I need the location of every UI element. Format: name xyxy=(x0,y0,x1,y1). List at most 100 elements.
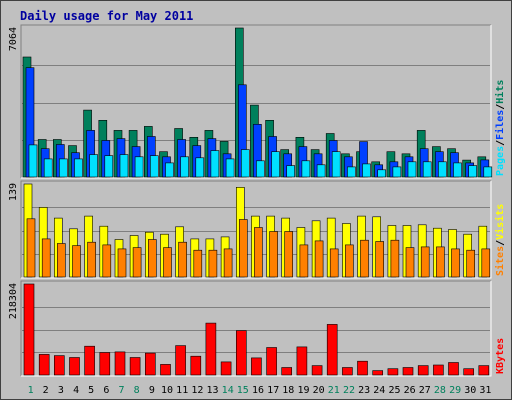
legend-part: / xyxy=(495,240,506,246)
legend-part: KBytes xyxy=(495,338,506,374)
sites-bar-8 xyxy=(132,247,142,278)
x-tick-label-18: 18 xyxy=(282,385,294,396)
sites-bar-4 xyxy=(72,245,81,278)
sites-bar-17 xyxy=(269,231,278,278)
legend-part: Pages xyxy=(495,146,506,176)
kbytes-bar-30 xyxy=(463,368,475,376)
x-tick-label-20: 20 xyxy=(313,385,325,396)
kbytes-bar-11 xyxy=(175,345,186,376)
sites-bar-16 xyxy=(254,227,263,278)
sites-bar-27 xyxy=(420,246,430,278)
x-tick-label-25: 25 xyxy=(388,385,400,396)
kbytes-bar-31 xyxy=(478,365,490,376)
kbytes-bar-18 xyxy=(281,367,293,376)
kbytes-bar-29 xyxy=(448,362,459,376)
x-tick-label-6: 6 xyxy=(103,385,109,396)
pages-bar-17 xyxy=(271,151,280,178)
panel-middle-max-label: 139 xyxy=(8,183,19,201)
sites-bar-6 xyxy=(102,244,112,278)
sites-bar-25 xyxy=(390,239,400,278)
pages-bar-14 xyxy=(225,158,235,178)
kbytes-bar-12 xyxy=(190,355,202,376)
legend-part: Files xyxy=(494,110,506,140)
kbytes-bar-4 xyxy=(69,357,80,376)
kbytes-bar-24 xyxy=(372,370,384,376)
pages-bar-12 xyxy=(195,157,205,178)
kbytes-bar-27 xyxy=(417,365,429,376)
sites-bar-15 xyxy=(239,219,248,278)
kbytes-bar-7 xyxy=(114,351,126,376)
legend-part: Visits xyxy=(494,204,506,240)
x-tick-label-10: 10 xyxy=(161,385,173,396)
x-tick-label-29: 29 xyxy=(449,385,461,396)
x-tick-label-12: 12 xyxy=(191,385,203,396)
x-tick-label-26: 26 xyxy=(404,385,416,396)
x-tick-label-13: 13 xyxy=(206,385,218,396)
x-tick-label-17: 17 xyxy=(267,385,279,396)
sites-bar-29 xyxy=(451,248,460,278)
x-tick-label-9: 9 xyxy=(149,385,155,396)
x-tick-label-16: 16 xyxy=(252,385,264,396)
x-tick-label-1: 1 xyxy=(28,385,34,396)
kbytes-bar-8 xyxy=(129,357,141,376)
sites-bar-11 xyxy=(178,241,187,278)
kbytes-bar-6 xyxy=(99,352,111,376)
legend-part: Sites xyxy=(494,246,506,276)
pages-bar-23 xyxy=(362,163,371,178)
pages-bar-20 xyxy=(316,164,326,178)
x-tick-label-14: 14 xyxy=(222,385,234,396)
sites-bar-23 xyxy=(360,239,369,278)
kbytes-bar-3 xyxy=(53,355,65,376)
x-tick-label-23: 23 xyxy=(358,385,370,396)
panel-top-border-dark xyxy=(20,24,491,178)
pages-bar-7 xyxy=(119,154,129,178)
kbytes-bar-20 xyxy=(311,365,323,376)
kbytes-bar-15 xyxy=(236,330,247,376)
panel-top-legend: Pages/Files/Hits xyxy=(494,80,506,176)
chart-title: Daily usage for May 2011 xyxy=(20,9,194,23)
kbytes-bar-16 xyxy=(251,357,262,376)
pages-bar-1 xyxy=(28,144,38,178)
panel-middle-border-dark xyxy=(20,180,491,278)
x-tick-label-28: 28 xyxy=(434,385,446,396)
pages-bar-26 xyxy=(407,161,417,178)
sites-bar-9 xyxy=(148,239,157,278)
kbytes-bar-5 xyxy=(84,345,95,376)
x-tick-label-31: 31 xyxy=(479,385,491,396)
x-tick-label-8: 8 xyxy=(134,385,140,396)
x-tick-label-7: 7 xyxy=(118,385,124,396)
pages-bar-13 xyxy=(210,150,220,178)
x-tick-label-22: 22 xyxy=(343,385,355,396)
x-tick-label-15: 15 xyxy=(237,385,249,396)
pages-bar-2 xyxy=(43,158,53,178)
sites-bar-26 xyxy=(405,247,415,278)
pages-bar-28 xyxy=(438,161,447,178)
sites-bar-2 xyxy=(41,238,51,278)
panel-top-max-label: 7064 xyxy=(8,27,19,51)
pages-bar-9 xyxy=(150,155,159,178)
pages-bar-27 xyxy=(422,161,432,178)
kbytes-bar-22 xyxy=(342,367,353,376)
kbytes-bar-14 xyxy=(220,361,232,376)
x-tick-label-4: 4 xyxy=(73,385,79,396)
sites-bar-13 xyxy=(208,249,218,278)
pages-bar-6 xyxy=(104,155,114,178)
x-tick-label-19: 19 xyxy=(297,385,309,396)
sites-bar-20 xyxy=(314,240,324,278)
sites-bar-28 xyxy=(436,246,445,278)
panel-bottom-legend: KBytes xyxy=(495,338,506,374)
x-tick-label-5: 5 xyxy=(88,385,94,396)
kbytes-bar-28 xyxy=(433,364,444,376)
sites-bar-14 xyxy=(223,248,233,278)
pages-bar-25 xyxy=(392,166,402,178)
panel-bottom-max-label: 218304 xyxy=(8,283,19,319)
kbytes-bar-26 xyxy=(402,367,414,376)
pages-bar-24 xyxy=(377,169,387,178)
x-tick-label-2: 2 xyxy=(43,385,49,396)
pages-bar-15 xyxy=(241,149,250,178)
pages-bar-16 xyxy=(256,160,265,178)
panel-bottom-border-dark xyxy=(20,280,491,376)
pages-bar-11 xyxy=(180,156,189,178)
pages-bar-8 xyxy=(134,156,144,178)
x-tick-label-3: 3 xyxy=(58,385,64,396)
